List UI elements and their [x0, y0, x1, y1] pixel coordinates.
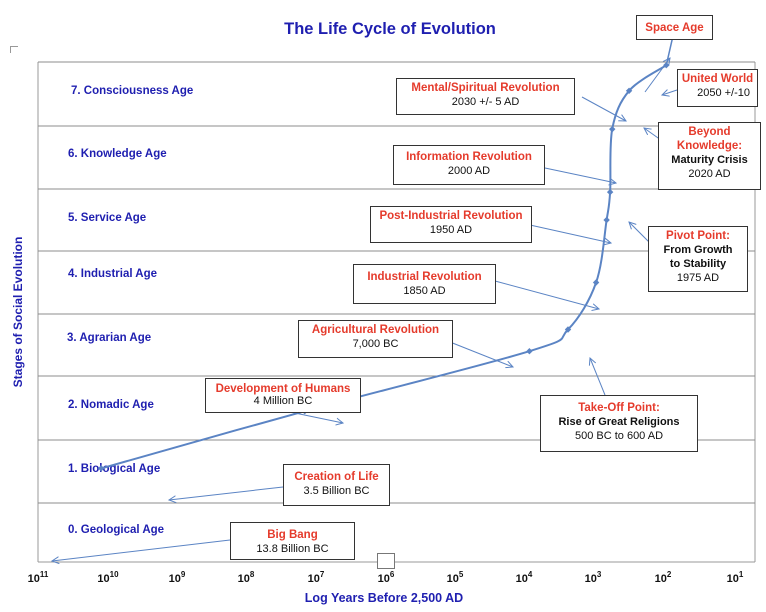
x-tick-label: 106 — [378, 570, 395, 585]
pointer-mental — [581, 96, 626, 121]
callout-title: Post-Industrial Revolution — [379, 210, 523, 222]
x-tick-label: 105 — [447, 570, 464, 585]
callout-agricultural: Agricultural Revolution 7,000 BC — [298, 320, 453, 358]
callout-title: Industrial Revolution — [367, 271, 482, 283]
callout-title: Space Age — [645, 22, 704, 34]
callout-title-2: Knowledge: — [676, 140, 743, 152]
callout-sub: 1850 AD — [403, 285, 446, 297]
callout-united-world: United World 2050 +/-10 — [677, 69, 758, 107]
callout-sub: From Growth — [663, 244, 733, 256]
pointer-pivot — [629, 222, 651, 244]
callout-big-bang: Big Bang 13.8 Billion BC — [230, 522, 355, 560]
x-tick-label: 1010 — [97, 570, 119, 585]
curve-marker — [526, 348, 533, 355]
callout-sub: 2000 AD — [447, 165, 491, 177]
x-tick-label: 104 — [516, 570, 533, 585]
callout-industrial: Industrial Revolution 1850 AD — [353, 264, 496, 304]
callout-beyond-knowledge: Beyond Knowledge: Maturity Crisis 2020 A… — [658, 122, 761, 190]
checkbox[interactable] — [377, 553, 395, 569]
callout-sub-2: to Stability — [669, 258, 727, 270]
callout-title: Information Revolution — [406, 151, 532, 163]
age-label: 1. Biological Age — [68, 463, 160, 475]
curve-marker — [609, 125, 616, 133]
curve-marker — [603, 216, 610, 224]
age-label: 5. Service Age — [68, 212, 146, 224]
diagram-title: The Life Cycle of Evolution — [284, 20, 496, 38]
callout-creation-of-life: Creation of Life 3.5 Billion BC — [283, 464, 390, 506]
x-tick-label: 107 — [308, 570, 325, 585]
x-tick-label: 109 — [169, 570, 186, 585]
x-tick-label: 108 — [238, 570, 255, 585]
age-labels: 0. Geological Age 1. Biological Age 2. Nom… — [67, 85, 193, 536]
callout-information: Information Revolution 2000 AD — [393, 145, 545, 185]
curve-marker — [606, 188, 614, 196]
callout-sub-2: 500 BC to 600 AD — [574, 430, 664, 442]
age-label: 2. Nomadic Age — [68, 399, 154, 411]
callout-pivot-point: Pivot Point: From Growth to Stability 19… — [648, 226, 748, 292]
callout-title: Pivot Point: — [666, 230, 730, 242]
callout-title: Agricultural Revolution — [311, 324, 440, 336]
callout-sub: Rise of Great Religions — [558, 416, 680, 428]
curve-marker — [564, 326, 572, 333]
curve-marker — [625, 87, 633, 94]
callout-title: Big Bang — [267, 529, 318, 541]
corner-mark — [10, 46, 18, 53]
callout-mental-spiritual: Mental/Spiritual Revolution 2030 +/- 5 A… — [396, 78, 575, 115]
callout-take-off: Take-Off Point: Rise of Great Religions … — [540, 395, 698, 452]
curve-marker — [97, 465, 105, 472]
pointer-industrial — [494, 280, 599, 309]
curve-marker — [663, 62, 670, 69]
y-axis-label: Stages of Social Evolution — [11, 237, 25, 388]
pointer-takeoff — [590, 358, 606, 396]
callout-sub: 2030 +/- 5 AD — [451, 96, 520, 108]
x-tick-label: 102 — [655, 570, 672, 585]
x-tick-label: 101 — [727, 570, 744, 585]
callout-sub-2: 2020 AD — [688, 168, 731, 180]
pointer-information — [544, 167, 616, 183]
callout-title: Take-Off Point: — [578, 402, 660, 414]
x-tick-label: 103 — [585, 570, 602, 585]
pointer-big-bang — [52, 539, 231, 561]
pointer-agricultural — [449, 341, 513, 367]
callout-sub: 13.8 Billion BC — [256, 543, 329, 555]
age-label: 4. Industrial Age — [68, 268, 157, 280]
x-tick-label: 1011 — [28, 570, 49, 585]
callout-sub: 3.5 Billion BC — [303, 485, 370, 497]
pointer-post-industrial — [529, 224, 611, 243]
age-label: 6. Knowledge Age — [68, 148, 167, 160]
age-label: 0. Geological Age — [68, 524, 164, 536]
callout-title: Creation of Life — [294, 471, 379, 483]
callout-sub: 1950 AD — [429, 224, 473, 236]
callout-title: Mental/Spiritual Revolution — [411, 82, 560, 94]
callout-sub: 7,000 BC — [352, 338, 399, 350]
pointer-life — [169, 486, 284, 500]
plot-frame — [37, 62, 756, 563]
callout-title: Development of Humans — [215, 383, 351, 395]
pointer-united-world — [662, 90, 678, 95]
callout-sub: Maturity Crisis — [671, 154, 748, 166]
curve-marker — [592, 279, 600, 286]
age-label: 3. Agrarian Age — [67, 332, 151, 344]
callout-title: United World — [681, 73, 754, 85]
callout-post-industrial: Post-Industrial Revolution 1950 AD — [370, 206, 532, 243]
x-axis-label: Log Years Before 2,500 AD — [305, 591, 463, 605]
callout-sub: 2050 +/-10 — [697, 87, 750, 99]
callout-humans: Development of Humans 4 Million BC — [205, 378, 361, 413]
age-label: 7. Consciousness Age — [71, 85, 193, 97]
callout-space-age: Space Age — [636, 15, 713, 40]
callout-sub: 4 Million BC — [253, 395, 313, 407]
callout-sub-3: 1975 AD — [676, 272, 720, 284]
callout-title: Beyond — [688, 126, 731, 138]
x-tick-labels: 1011 1010 109 108 107 106 105 104 103 102 101 — [28, 570, 744, 585]
